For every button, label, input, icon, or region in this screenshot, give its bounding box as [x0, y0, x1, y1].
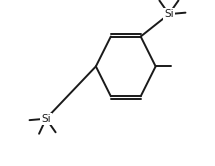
Text: Si: Si [164, 9, 174, 19]
Text: Si: Si [41, 114, 51, 124]
